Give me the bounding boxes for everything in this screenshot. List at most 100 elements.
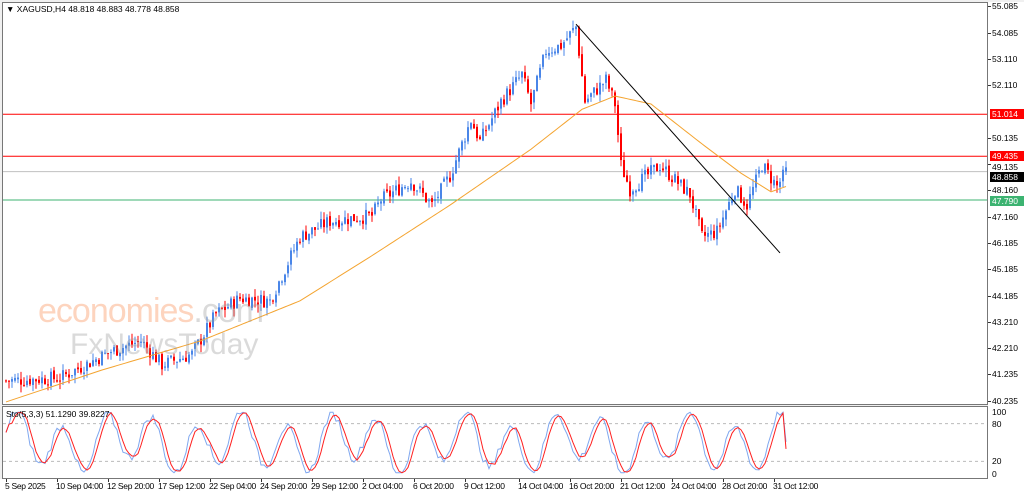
candle-body <box>413 184 415 191</box>
candle-body <box>65 372 67 375</box>
candle-body <box>620 133 622 161</box>
candle-body <box>74 368 76 376</box>
candle-body <box>509 89 511 96</box>
candle-body <box>335 222 337 225</box>
candle-body <box>392 191 394 198</box>
candle-body <box>449 177 451 182</box>
candle-body <box>719 225 721 227</box>
candle-body <box>41 377 43 384</box>
candle-body <box>14 377 16 381</box>
candle-body <box>698 209 700 220</box>
time-tick-mark <box>108 479 109 482</box>
candle-body <box>23 384 25 386</box>
price-chart-pane[interactable] <box>2 2 988 405</box>
stochastic-d-line <box>5 411 787 474</box>
candle-body <box>593 87 595 93</box>
time-tick-label: 14 Oct 04:00 <box>518 481 564 491</box>
candle-body <box>338 220 340 228</box>
candle-body <box>104 352 106 354</box>
candle-body <box>200 338 202 345</box>
candle-body <box>245 297 247 302</box>
candle-body <box>50 371 52 386</box>
time-tick-mark <box>672 479 673 482</box>
price-tick-label: 49.135 <box>992 161 1018 172</box>
candle-body <box>134 342 136 344</box>
candle-body <box>29 378 31 385</box>
candle-body <box>365 209 367 225</box>
candle-body <box>233 299 235 309</box>
candle-body <box>167 357 169 368</box>
candle-body <box>542 54 544 67</box>
candle-body <box>683 179 685 194</box>
candle-body <box>146 342 148 348</box>
candle-body <box>737 186 739 198</box>
candle-body <box>743 201 745 206</box>
candle-body <box>767 163 769 170</box>
candle-body <box>734 196 736 201</box>
candle-body <box>473 123 475 129</box>
price-tick-mark <box>988 137 991 139</box>
candle-body <box>485 130 487 132</box>
candle-body <box>461 141 463 151</box>
candle-body <box>122 348 124 354</box>
candle-body <box>299 241 301 243</box>
candle-body <box>218 307 220 313</box>
candle-body <box>47 384 49 386</box>
candle-body <box>617 104 619 135</box>
candle-body <box>143 341 145 343</box>
candle-body <box>623 160 625 178</box>
candle-body <box>269 299 271 301</box>
watermark-line2: FxNewsToday <box>70 328 259 361</box>
time-tick-mark <box>159 479 160 482</box>
candle-body <box>38 379 40 383</box>
price-tick-label: 43.210 <box>992 316 1018 327</box>
candle-body <box>353 214 355 222</box>
candle-body <box>131 340 133 345</box>
candle-body <box>410 183 412 190</box>
candle-body <box>446 176 448 180</box>
candle-body <box>257 302 259 305</box>
price-tick-mark <box>988 374 991 376</box>
candle-body <box>266 298 268 308</box>
time-tick-label: 5 Sep 2025 <box>5 481 46 491</box>
candle-body <box>464 141 466 143</box>
candle-body <box>419 186 421 189</box>
time-tick-label: 24 Oct 04:00 <box>671 481 717 491</box>
candle-body <box>605 74 607 83</box>
time-tick-mark <box>570 479 571 482</box>
candle-body <box>263 295 265 308</box>
candle-body <box>77 367 79 370</box>
candle-body <box>539 67 541 78</box>
candle-body <box>227 306 229 309</box>
price-tick-label: 52.110 <box>992 80 1018 91</box>
price-tick-mark <box>988 216 991 218</box>
time-tick-label: 12 Sep 20:00 <box>107 481 154 491</box>
candle-body <box>323 219 325 228</box>
candle-body <box>506 88 508 105</box>
candle-body <box>755 174 757 188</box>
candle-body <box>422 187 424 193</box>
candle-body <box>725 210 727 220</box>
candle-body <box>362 220 364 224</box>
candle-body <box>458 148 460 162</box>
candle-body <box>224 306 226 310</box>
candle-body <box>467 127 469 142</box>
candle-body <box>284 274 286 283</box>
candle-body <box>782 169 784 182</box>
candle-body <box>452 173 454 181</box>
candle-body <box>302 231 304 242</box>
time-tick-label: 29 Sep 12:00 <box>311 481 358 491</box>
price-tick-mark <box>988 58 991 60</box>
time-tick-label: 6 Oct 20:00 <box>413 481 454 491</box>
time-tick-mark <box>621 479 622 482</box>
candle-body <box>635 190 637 193</box>
candle-body <box>203 337 205 346</box>
time-tick-mark <box>723 479 724 482</box>
dropdown-triangle-icon[interactable]: ▼ <box>6 4 15 14</box>
stochastic-pane[interactable] <box>2 406 988 479</box>
candle-body <box>584 76 586 103</box>
candle-body <box>632 191 634 195</box>
candle-body <box>425 192 427 202</box>
price-level-label: 48.858 <box>990 172 1024 183</box>
candle-body <box>56 380 58 382</box>
